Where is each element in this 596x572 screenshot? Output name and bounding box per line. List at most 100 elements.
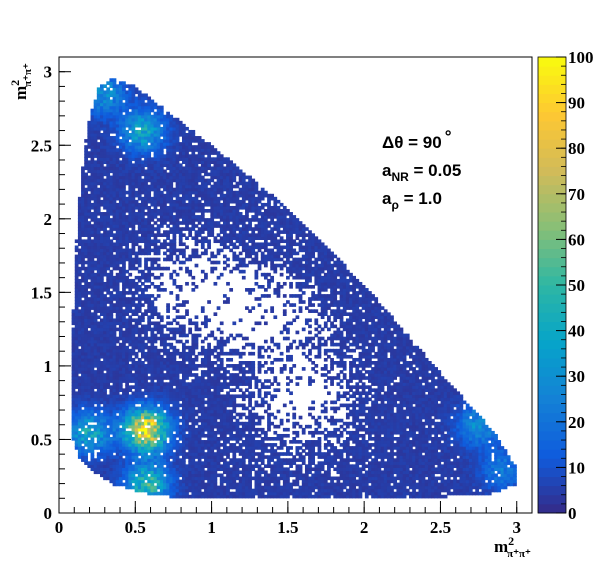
heatmap-cell [84, 190, 88, 195]
heatmap-cell [90, 202, 95, 207]
heatmap-cell [191, 361, 196, 365]
heatmap-cell [210, 470, 215, 475]
heatmap-cell [169, 376, 174, 380]
heatmap-cell [137, 187, 142, 192]
heatmap-cell [109, 169, 114, 174]
heatmap-cell [125, 196, 129, 201]
heatmap-cell [219, 178, 224, 183]
heatmap-cell [103, 306, 107, 310]
heatmap-cell [93, 297, 98, 301]
heatmap-cell [93, 406, 98, 411]
heatmap-cell [181, 300, 186, 304]
heatmap-cell [153, 285, 158, 289]
heatmap-cell [150, 145, 155, 149]
heatmap-cell [103, 424, 107, 429]
heatmap-cell [144, 184, 148, 189]
heatmap-cell [99, 385, 104, 389]
heatmap-cell [134, 230, 139, 234]
heatmap-cell [99, 221, 104, 225]
heatmap-cell [147, 430, 152, 435]
heatmap-cell [112, 236, 117, 240]
heatmap-cell [178, 488, 183, 493]
heatmap-cell [172, 230, 177, 234]
heatmap-cell [226, 461, 230, 465]
heatmap-cell [81, 209, 85, 213]
heatmap-cell [163, 126, 167, 131]
heatmap-cell [156, 400, 161, 405]
heatmap-cell [96, 452, 101, 456]
heatmap-cell [210, 412, 215, 417]
heatmap-cell [140, 297, 145, 301]
heatmap-cell [115, 312, 120, 316]
heatmap-cell [166, 376, 170, 380]
heatmap-cell [175, 224, 180, 228]
heatmap-cell [210, 190, 215, 195]
heatmap-cell [74, 391, 79, 396]
heatmap-cell [153, 443, 158, 447]
heatmap-cell [150, 248, 155, 253]
heatmap-cell [77, 367, 82, 371]
heatmap-cell [122, 397, 126, 402]
heatmap-cell [175, 476, 180, 481]
heatmap-cell [131, 187, 136, 192]
heatmap-cell [213, 382, 218, 386]
heatmap-cell [222, 488, 227, 493]
heatmap-cell [163, 357, 167, 362]
heatmap-cell [93, 221, 98, 225]
heatmap-cell [153, 202, 158, 207]
heatmap-cell [99, 275, 104, 280]
heatmap-cell [109, 175, 114, 180]
heatmap-cell [103, 318, 107, 323]
heatmap-cell [77, 446, 82, 450]
heatmap-cell [210, 333, 215, 338]
heatmap-cell [125, 142, 129, 146]
heatmap-cell [219, 330, 224, 335]
heatmap-cell [87, 443, 92, 447]
heatmap-cell [122, 136, 126, 140]
heatmap-cell [210, 418, 215, 423]
heatmap-cell [131, 281, 136, 286]
heatmap-cell [163, 348, 167, 353]
heatmap-cell [137, 239, 142, 244]
heatmap-cell [226, 427, 230, 432]
heatmap-cell [93, 327, 98, 332]
heatmap-cell [159, 172, 164, 177]
heatmap-cell [169, 175, 174, 180]
heatmap-cell [99, 242, 104, 247]
heatmap-cell [128, 166, 133, 171]
heatmap-cell [159, 129, 164, 134]
heatmap-cell [150, 114, 155, 119]
heatmap-cell [103, 84, 107, 88]
heatmap-cell [150, 452, 155, 456]
heatmap-cell [131, 257, 136, 262]
heatmap-cell [106, 461, 111, 465]
heatmap-cell [204, 455, 208, 459]
heatmap-cell [106, 236, 111, 240]
heatmap-cell [216, 187, 221, 192]
heatmap-cell [200, 154, 205, 158]
heatmap-cell [118, 245, 123, 250]
heatmap-cell [84, 260, 88, 265]
heatmap-cell [188, 212, 193, 216]
heatmap-cell [115, 345, 120, 350]
heatmap-cell [87, 178, 92, 183]
heatmap-cell [229, 403, 234, 408]
heatmap-cell [213, 415, 218, 420]
heatmap-cell [188, 494, 193, 499]
heatmap-cell [125, 291, 129, 295]
heatmap-cell [232, 470, 237, 475]
heatmap-cell [169, 327, 174, 332]
heatmap-cell [222, 379, 227, 383]
heatmap-cell [115, 306, 120, 310]
heatmap-cell [185, 309, 189, 313]
heatmap-cell [109, 297, 114, 301]
heatmap-cell [84, 224, 88, 228]
heatmap-cell [188, 148, 193, 152]
heatmap-cell [118, 84, 123, 88]
heatmap-cell [81, 388, 85, 392]
heatmap-cell [207, 470, 211, 475]
heatmap-cell [172, 129, 177, 134]
heatmap-cell [175, 129, 180, 134]
heatmap-cell [103, 467, 107, 472]
heatmap-cell [125, 236, 129, 240]
